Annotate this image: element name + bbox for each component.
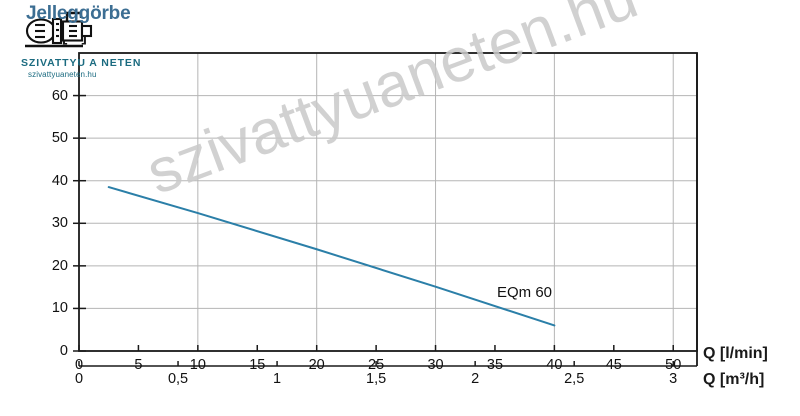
x-tick-label-lmin: 15 [249,357,266,373]
y-tick-label: 10 [51,300,68,317]
y-tick-label: 40 [51,172,68,189]
x-tick-label-lmin: 0 [74,357,84,373]
x-tick-label-lmin: 5 [134,357,143,373]
x-tick-label-m3h: 1 [273,371,282,387]
x-tick-label-m3h: 3 [669,371,678,387]
x-tick-label-lmin: 45 [605,357,622,373]
y-tick-label: 50 [51,130,68,147]
x-tick-label-lmin: 20 [308,357,325,373]
performance-curve [107,186,556,327]
x-tick-label-m3h: 0,5 [167,371,189,387]
pump-icon [25,11,93,48]
x-tick-label-lmin: 35 [486,357,504,373]
x-tick-label-lmin: 50 [665,357,682,373]
x-tick-label-lmin: 10 [189,357,206,373]
x-tick-label-lmin: 30 [427,357,444,373]
x-axis-title-lmin: Q [l/min] [703,345,768,362]
logo-title: Jelleggörbe [26,3,131,24]
y-tick-label: 60 [51,87,68,104]
x-axis-title-m3h: Q [m³/h] [703,371,765,388]
site-logo[interactable]: Jelleggörbe SZIVATTYU A NETEN szivattyua… [0,0,170,82]
x-tick-label-m3h: 2,5 [564,371,585,387]
x-tick-label-m3h: 0 [74,371,84,387]
chart-ticks [73,94,674,366]
x-tick-label-m3h: 1,5 [366,371,387,387]
x-tick-label-lmin: 25 [368,357,385,373]
x-tick-label-m3h: 2 [471,371,480,387]
y-tick-label: 0 [59,343,68,359]
y-tick-label: 20 [51,257,68,274]
curve-series-label: EQm 60 [497,284,553,301]
chart-gridlines [79,53,697,351]
logo-url: szivattyuaneten.hu [28,70,97,79]
y-tick-label: 30 [51,215,68,232]
logo-tagline: SZIVATTYU A NETEN [21,57,142,69]
chart-axes [78,52,698,367]
x-tick-label-lmin: 40 [546,357,563,373]
